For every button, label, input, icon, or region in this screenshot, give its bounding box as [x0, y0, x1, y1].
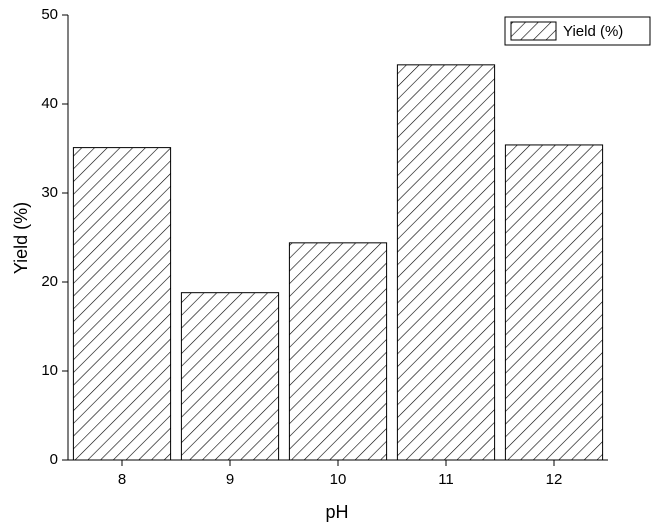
y-tick-label: 0	[50, 451, 58, 468]
y-axis-label: Yield (%)	[11, 202, 31, 274]
legend-label: Yield (%)	[563, 23, 623, 40]
y-tick-label: 30	[41, 184, 58, 201]
bar	[504, 144, 604, 461]
x-tick-label: 9	[226, 471, 234, 488]
bar	[288, 242, 388, 461]
x-tick-label: 8	[118, 471, 126, 488]
x-tick-label: 12	[546, 471, 563, 488]
y-tick-label: 10	[41, 362, 58, 379]
bar	[72, 147, 172, 461]
legend-swatch	[510, 21, 557, 41]
x-tick-label: 10	[330, 471, 347, 488]
x-axis-label: pH	[325, 502, 348, 522]
y-tick-label: 40	[41, 95, 58, 112]
x-tick-label: 11	[438, 471, 454, 488]
y-tick-label: 50	[41, 6, 58, 23]
y-tick-label: 20	[41, 273, 58, 290]
bar	[180, 292, 280, 461]
bar	[396, 64, 496, 461]
